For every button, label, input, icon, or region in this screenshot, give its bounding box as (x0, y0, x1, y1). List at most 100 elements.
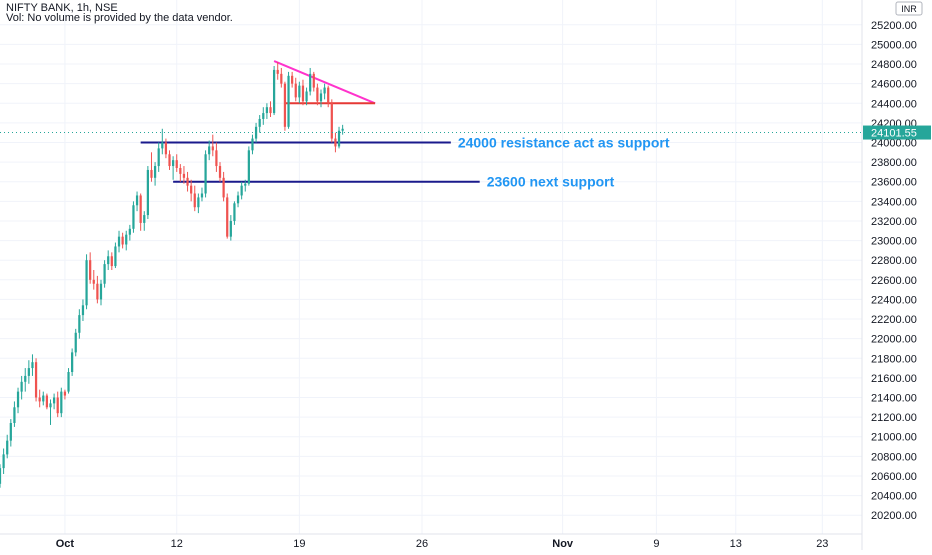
candle (34, 358, 38, 402)
candle (236, 191, 240, 208)
candle-body (233, 203, 236, 221)
candle-body (49, 403, 52, 408)
candle-body (298, 85, 301, 98)
y-tick-label: 20400.00 (871, 491, 917, 503)
candle-body (107, 256, 110, 265)
candle-body (161, 142, 164, 149)
candle (179, 164, 182, 182)
currency-badge[interactable]: INR (895, 1, 923, 16)
trendline-drawing[interactable] (273, 60, 376, 105)
candle (13, 401, 16, 427)
candle (193, 185, 196, 212)
candle (157, 142, 160, 172)
candle (262, 107, 265, 125)
candle-body (305, 91, 308, 102)
trendline-drawing[interactable]: 23600 next support (173, 174, 615, 190)
candle-body (175, 160, 178, 168)
candle-body (172, 160, 175, 167)
candle (272, 66, 276, 116)
candle-body (218, 166, 222, 178)
candle (190, 179, 193, 202)
candle-body (132, 205, 135, 229)
candle-body (78, 315, 81, 333)
y-tick-label: 22000.00 (871, 334, 917, 346)
candle-body (334, 138, 337, 147)
candle-body (67, 372, 70, 392)
candle-body (229, 220, 232, 237)
candle-body (269, 107, 272, 114)
candle (20, 375, 23, 400)
candle (327, 85, 330, 108)
candle-body (208, 146, 211, 155)
y-tick-label: 23800.00 (871, 157, 917, 169)
candle (222, 171, 225, 202)
candle-body (20, 381, 23, 392)
candle-body (168, 154, 171, 167)
candle (128, 224, 131, 241)
y-tick-label: 23200.00 (871, 216, 917, 228)
candles (0, 62, 344, 488)
candle (204, 150, 207, 198)
last-price-tag (863, 125, 931, 140)
currency-badge-box (895, 1, 923, 16)
candle (16, 387, 20, 414)
x-tick-label: 9 (653, 538, 659, 550)
candle (139, 193, 142, 231)
candle (291, 71, 294, 88)
x-tick-label: Nov (552, 538, 574, 550)
candle (117, 230, 121, 253)
trendline-drawing[interactable]: 24000 resistance act as support (140, 135, 670, 151)
candle (316, 83, 319, 106)
y-tick-label: 21000.00 (871, 432, 917, 444)
candle (0, 464, 2, 488)
candle-body (294, 83, 297, 98)
candle (107, 250, 110, 270)
annotation-label[interactable]: 23600 next support (487, 174, 615, 190)
candle-body (13, 407, 16, 423)
candle-body (291, 75, 294, 84)
y-tick-label: 20200.00 (871, 510, 917, 522)
y-tick-label: 22200.00 (871, 314, 917, 326)
trendline[interactable] (273, 60, 376, 105)
candle-body (319, 93, 323, 102)
x-tick-label: Oct (56, 538, 75, 550)
candle-body (117, 236, 121, 247)
candle (323, 83, 326, 100)
candle-body (27, 368, 30, 376)
candle (125, 230, 128, 251)
candle-body (262, 113, 265, 119)
candle (276, 62, 279, 80)
candle (334, 132, 337, 153)
candle (110, 252, 113, 270)
y-tick-label: 23600.00 (871, 177, 917, 189)
price-axis[interactable]: 25200.00 25000.00 24800.00 24600.00 24400.00… (861, 0, 931, 550)
candle-body (114, 246, 117, 267)
time-axis[interactable]: Oct 12 19 26 Nov 9 13 23 (0, 533, 862, 550)
candle (186, 171, 189, 192)
candle (135, 191, 139, 212)
candle-body (197, 197, 200, 208)
candle-body (71, 352, 74, 372)
candle-body (240, 185, 243, 196)
candle (172, 156, 175, 180)
candle (229, 215, 232, 241)
candle (99, 279, 103, 306)
candle-body (226, 197, 229, 237)
candle-body (85, 260, 88, 306)
candle (287, 71, 290, 129)
candle (215, 142, 218, 172)
y-tick-label: 20800.00 (871, 451, 917, 463)
candle-body (251, 138, 254, 151)
candle-body (312, 73, 315, 88)
y-tick-label: 24000.00 (871, 138, 917, 150)
candle (71, 348, 74, 376)
candle-body (103, 264, 106, 284)
candle (74, 328, 77, 357)
candle-body (157, 148, 160, 167)
y-tick-label: 21600.00 (871, 373, 917, 385)
symbol-legend[interactable]: NIFTY BANK, 1h, NSE (6, 2, 118, 14)
candle (49, 399, 52, 425)
annotation-label[interactable]: 24000 resistance act as support (458, 135, 670, 151)
